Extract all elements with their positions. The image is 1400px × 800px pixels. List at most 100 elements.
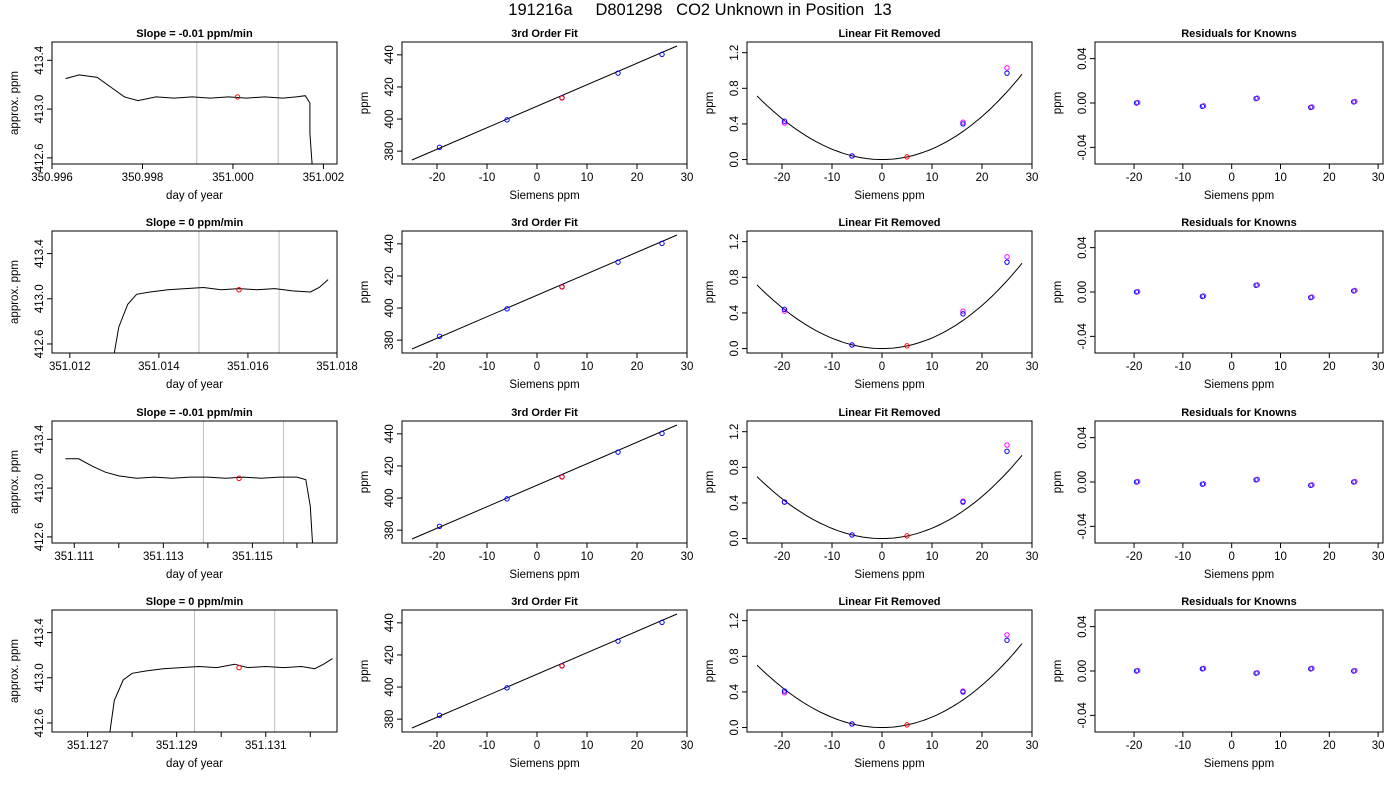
- x-axis-label: Siemens ppm: [1204, 758, 1274, 770]
- y-tick-label: 413.0: [34, 95, 46, 124]
- x-tick-label: 20: [1323, 551, 1336, 563]
- known-standard-point: [960, 311, 966, 317]
- plot-area: [65, 421, 313, 543]
- y-axis-label: approx. ppm: [9, 450, 21, 514]
- y-tick-label: 0.00: [1077, 92, 1089, 114]
- known-standard-point: [849, 342, 855, 348]
- x-tick-label: 350.996: [31, 172, 73, 184]
- y-tick-label: 380: [384, 142, 396, 161]
- x-tick-label: -10: [479, 172, 496, 184]
- x-tick-label: 30: [1372, 361, 1385, 373]
- x-tick-label: 30: [1372, 740, 1385, 752]
- y-axis-label: ppm: [704, 281, 716, 303]
- y-tick-label: 420: [384, 266, 396, 285]
- x-axis-label: day of year: [166, 569, 223, 581]
- panel-title: Linear Fit Removed: [838, 217, 940, 229]
- y-tick-label: 0.4: [729, 683, 741, 700]
- x-tick-label: -20: [429, 172, 446, 184]
- plot-area: [113, 231, 329, 353]
- unknown-sample-point: [559, 663, 565, 669]
- y-tick-label: 400: [384, 109, 396, 128]
- x-axis-label: Siemens ppm: [854, 569, 924, 581]
- residual-point-overlay: [1309, 104, 1315, 110]
- quadratic-fit-point: [781, 308, 788, 314]
- y-axis-label: ppm: [704, 92, 716, 114]
- known-standard-point: [504, 306, 510, 312]
- y-tick-label: 0.0: [729, 152, 741, 168]
- quadratic-fit-point: [1004, 65, 1010, 71]
- plot-frame: [401, 230, 688, 354]
- x-tick-label: 10: [926, 740, 939, 752]
- residual-point-overlay: [1135, 288, 1141, 295]
- fit-row-4: 3rd Order Fit -20 -10 0 10 20 30 380 400 420 440 Si…: [359, 596, 693, 770]
- x-axis-label: Siemens ppm: [509, 569, 579, 581]
- known-standard-point: [615, 449, 621, 455]
- x-axis-label: Siemens ppm: [854, 379, 924, 391]
- known-standard-point: [659, 51, 665, 58]
- known-standard-point: [849, 532, 855, 538]
- y-axis-label: ppm: [704, 660, 716, 682]
- x-tick-label: 30: [681, 172, 694, 184]
- y-tick-label: 380: [384, 521, 396, 540]
- x-tick-label: 0: [1228, 172, 1234, 184]
- x-tick-label: 20: [631, 740, 644, 752]
- unknown-sample-point: [904, 343, 910, 349]
- y-axis-label: ppm: [704, 471, 716, 493]
- known-standard-point: [615, 638, 621, 644]
- x-tick-label: -20: [1126, 361, 1143, 373]
- residual-point-overlay: [1352, 667, 1358, 674]
- x-tick-label: -10: [1175, 361, 1192, 373]
- x-tick-label: 0: [534, 740, 540, 752]
- y-tick-label: 0.04: [1077, 426, 1089, 449]
- residual-curve: [756, 73, 1023, 160]
- x-axis-label: Siemens ppm: [1204, 190, 1274, 202]
- page-title: 191216a D801298 CO2 Unknown in Position …: [508, 1, 892, 19]
- x-tick-label: 351.111: [54, 551, 94, 563]
- residual-point-overlay: [1254, 476, 1261, 483]
- panel-title: Linear Fit Removed: [838, 407, 940, 419]
- x-axis-label: Siemens ppm: [509, 758, 579, 770]
- y-tick-label: -0.04: [1077, 513, 1089, 540]
- x-axis-label: Siemens ppm: [1204, 569, 1274, 581]
- x-tick-label: -10: [824, 361, 841, 373]
- known-standard-point: [615, 70, 621, 76]
- panel-title: Slope = -0.01 ppm/min: [136, 407, 253, 419]
- x-axis-label: day of year: [166, 758, 223, 770]
- x-tick-label: 20: [976, 551, 989, 563]
- residual-curve: [756, 643, 1023, 728]
- residual-point-overlay: [1200, 665, 1207, 672]
- fit-line: [411, 613, 678, 729]
- fit-line: [411, 234, 678, 350]
- panel-title: 3rd Order Fit: [511, 407, 578, 419]
- y-tick-label: 413.4: [34, 239, 46, 268]
- plot-area: [109, 610, 333, 732]
- x-tick-label: 10: [926, 551, 939, 563]
- y-tick-label: 0.0: [729, 531, 741, 547]
- fit-row-2: 3rd Order Fit -20 -10 0 10 20 30 380 400 420 440 Si…: [359, 217, 693, 391]
- y-tick-label: 0.4: [729, 304, 741, 321]
- x-tick-label: 20: [631, 172, 644, 184]
- y-tick-label: 412.6: [34, 523, 46, 552]
- y-tick-label: -0.04: [1077, 702, 1089, 729]
- x-tick-label: 20: [976, 361, 989, 373]
- time-series-row-4: Slope = 0 ppm/min 351.127 351.129 351.131 41…: [9, 596, 338, 770]
- y-tick-label: 0.4: [729, 115, 741, 132]
- x-tick-label: 10: [926, 361, 939, 373]
- unknown-sample-marker: [236, 475, 242, 482]
- x-tick-label: 10: [581, 740, 594, 752]
- y-tick-label: 0.8: [729, 80, 741, 96]
- x-tick-label: -10: [824, 740, 841, 752]
- known-standard-point: [781, 499, 788, 505]
- x-axis-label: Siemens ppm: [1204, 379, 1274, 391]
- y-axis-label: ppm: [1052, 471, 1064, 493]
- y-tick-label: 413.4: [34, 45, 46, 74]
- x-tick-label: 350.998: [122, 172, 164, 184]
- x-tick-label: 20: [1323, 172, 1336, 184]
- x-tick-label: -20: [1126, 740, 1143, 752]
- plot-frame: [746, 609, 1033, 733]
- x-tick-label: 30: [1026, 172, 1039, 184]
- panel-title: Residuals for Knowns: [1181, 28, 1297, 40]
- x-tick-label: 10: [581, 361, 594, 373]
- residual-point-overlay: [1309, 482, 1315, 488]
- y-axis-label: ppm: [359, 660, 371, 682]
